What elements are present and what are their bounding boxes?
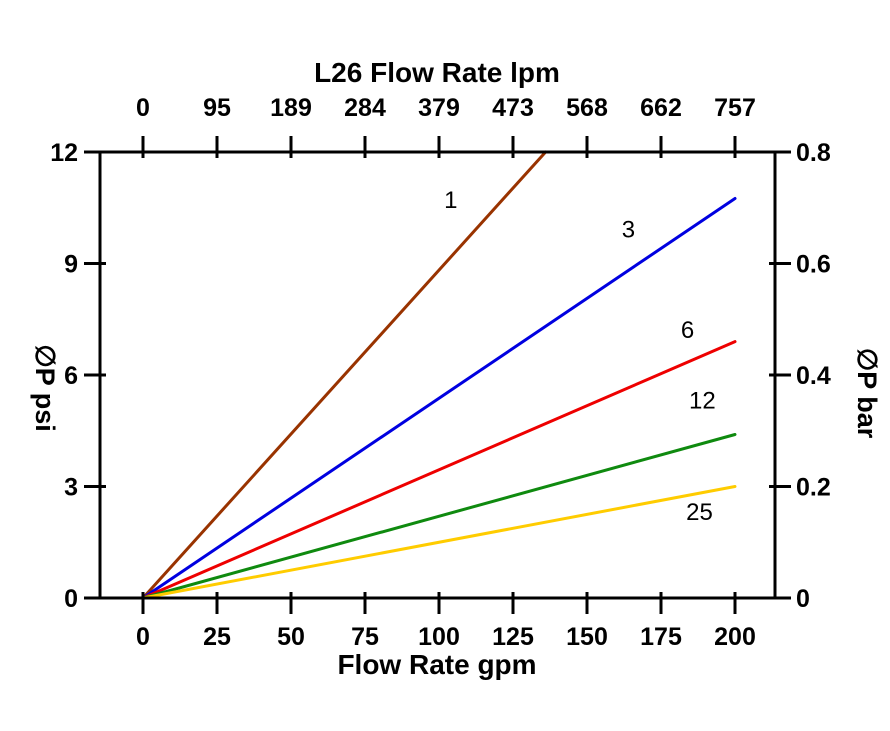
y-right-tick-label: 0.2 (796, 474, 831, 502)
x-bottom-tick-label: 75 (351, 623, 379, 651)
y-right-tick-label: 0.6 (796, 251, 831, 279)
y-right-tick-label: 0 (796, 585, 810, 613)
series-line-12 (141, 433, 737, 600)
x-top-tick-label: 189 (270, 94, 312, 122)
x-top-tick-label: 284 (344, 94, 386, 122)
series-label-25: 25 (686, 499, 713, 526)
x-bottom-tick-label: 200 (714, 623, 756, 651)
series-line-1 (141, 150, 548, 600)
series-label-12: 12 (689, 388, 716, 415)
x-top-tick-label: 0 (136, 94, 150, 122)
y-right-tick-label: 0.4 (796, 362, 831, 390)
series-line-3 (141, 197, 737, 600)
y-left-tick-label: 12 (50, 139, 78, 167)
left-axis-title: ∅P psi (30, 344, 60, 432)
x-top-tick-label: 95 (203, 94, 231, 122)
x-top-tick-label: 379 (418, 94, 460, 122)
x-top-tick-label: 757 (714, 94, 756, 122)
bottom-axis-title: Flow Rate gpm (337, 649, 536, 680)
x-bottom-tick-label: 50 (277, 623, 305, 651)
x-bottom-tick-label: 100 (418, 623, 460, 651)
y-left-tick-label: 6 (64, 362, 78, 390)
x-bottom-tick-label: 150 (566, 623, 608, 651)
y-left-tick-label: 3 (64, 474, 78, 502)
x-bottom-tick-label: 125 (492, 623, 534, 651)
x-top-tick-label: 662 (640, 94, 682, 122)
y-left-tick-label: 0 (64, 585, 78, 613)
x-top-tick-label: 568 (566, 94, 608, 122)
series-label-1: 1 (444, 187, 457, 214)
y-right-tick-label: 0.8 (796, 139, 831, 167)
series-label-3: 3 (622, 217, 635, 244)
x-bottom-tick-label: 25 (203, 623, 231, 651)
y-left-tick-label: 9 (64, 251, 78, 279)
plot-border (98, 150, 777, 600)
series-label-6: 6 (681, 317, 694, 344)
right-axis-title: ∅P bar (852, 348, 882, 439)
x-bottom-tick-label: 175 (640, 623, 682, 651)
series-line-25 (141, 485, 737, 600)
x-bottom-tick-label: 0 (136, 623, 150, 651)
top-axis-title: L26 Flow Rate lpm (314, 57, 560, 88)
x-top-tick-label: 473 (492, 94, 534, 122)
series-line-6 (141, 340, 737, 600)
